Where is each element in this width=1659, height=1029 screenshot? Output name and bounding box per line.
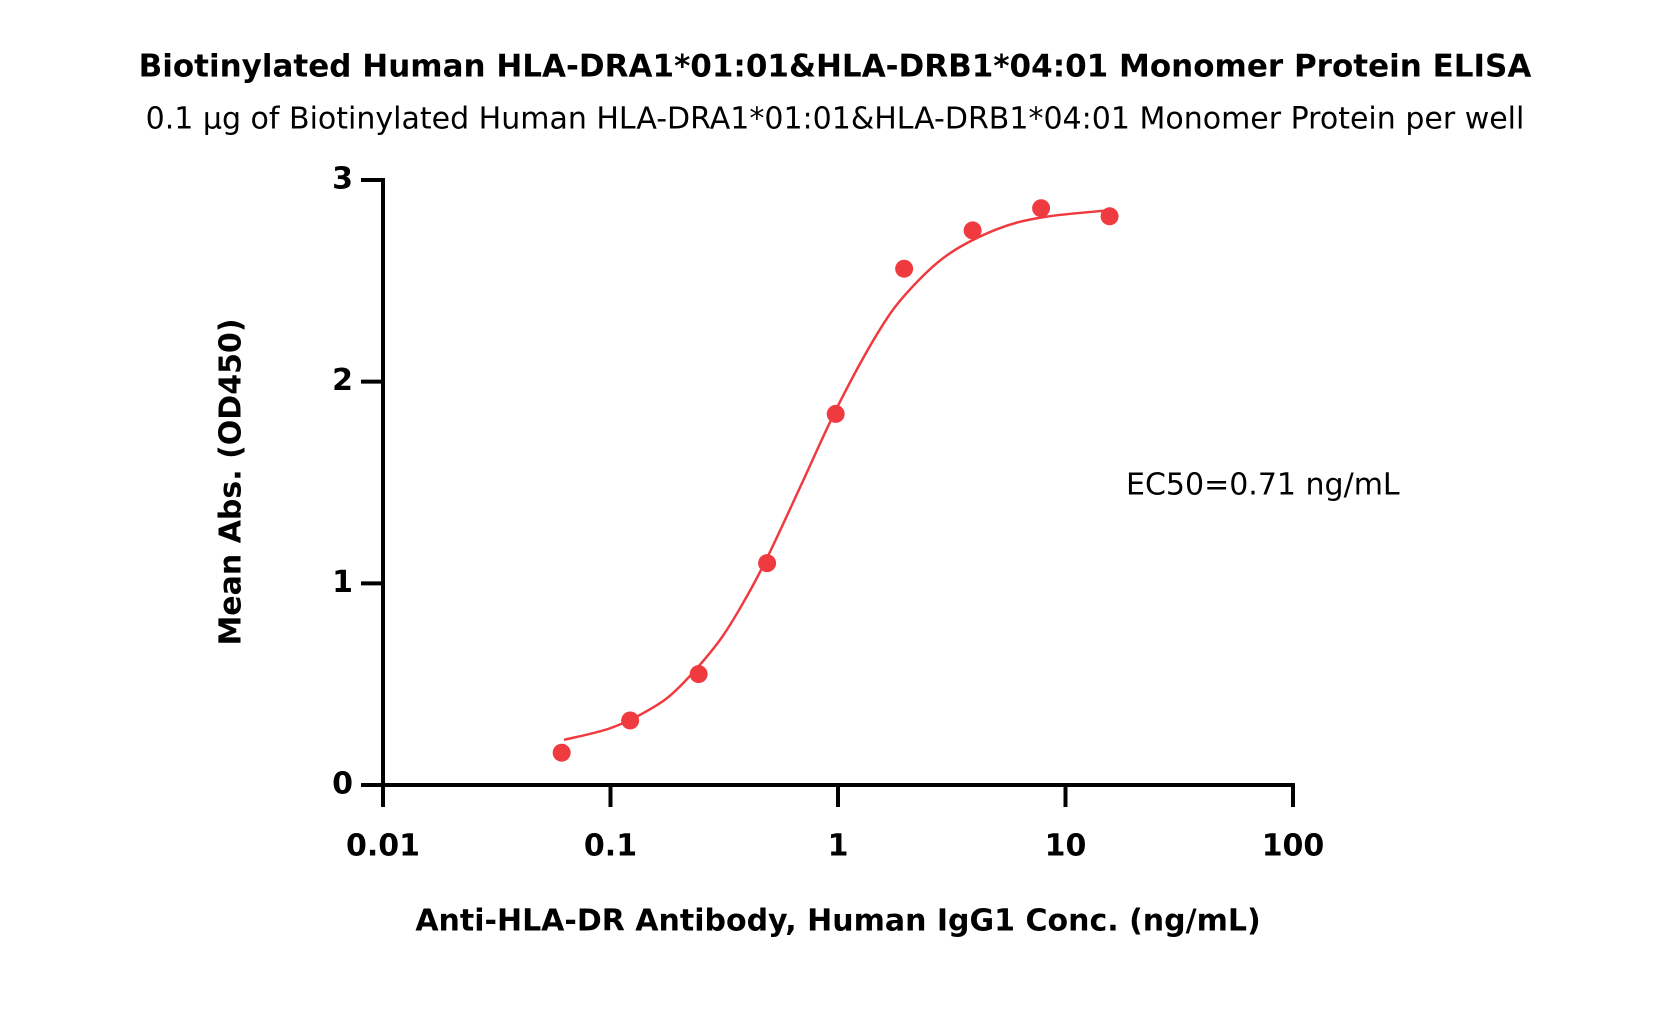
data-point [963,221,982,240]
data-point [895,259,914,278]
y-axis-label: Mean Abs. (OD450) [214,318,249,645]
x-tick-label: 0.01 [346,829,420,864]
data-point [689,665,708,684]
chart-subtitle: 0.1 µg of Biotinylated Human HLA-DRA1*01… [146,102,1525,137]
y-tick-label: 2 [332,363,353,398]
x-tick-label: 1 [828,829,849,864]
chart-title: Biotinylated Human HLA-DRA1*01:01&HLA-DR… [139,49,1532,85]
fit-curve [563,209,1110,742]
data-point [1100,207,1119,226]
y-tick-label: 0 [332,767,353,802]
data-point [552,743,571,762]
data-point [826,404,845,423]
annotation: EC50=0.71 ng/mL [1126,468,1400,503]
x-tick-label: 0.1 [584,829,637,864]
y-tick-label: 1 [332,565,353,600]
x-axis-label: Anti-HLA-DR Antibody, Human IgG1 Conc. (… [415,904,1260,939]
data-point [758,554,777,573]
x-tick-label: 100 [1262,829,1325,864]
data-point [1032,199,1051,218]
data-point [621,711,640,730]
y-tick-label: 3 [332,162,353,197]
x-tick-label: 10 [1045,829,1087,864]
